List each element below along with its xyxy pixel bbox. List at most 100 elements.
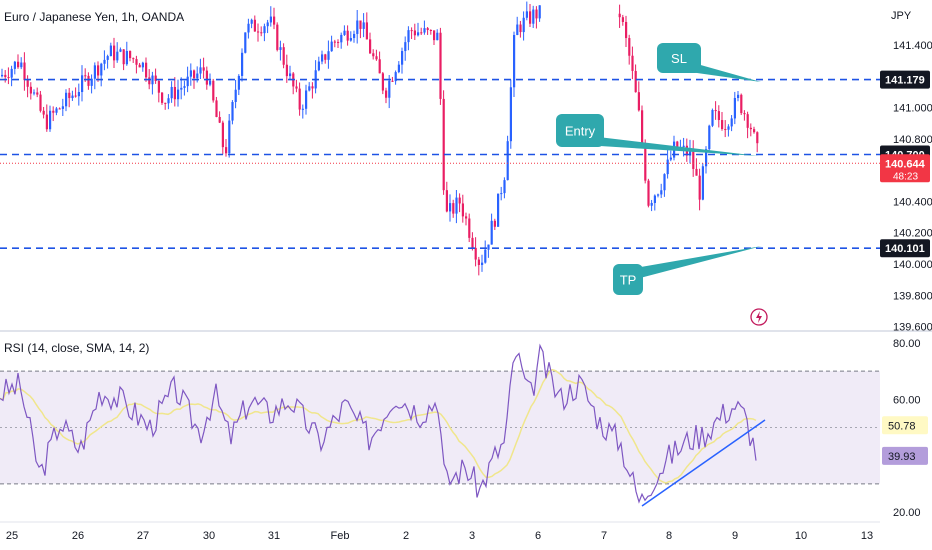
candle-body bbox=[26, 80, 29, 87]
sl-callout-box[interactable] bbox=[657, 43, 701, 73]
candle-body bbox=[452, 203, 455, 214]
candle-body bbox=[484, 249, 487, 263]
price-pane[interactable]: SL Entry TP Euro / Japanese Yen, 1h, OANDA bbox=[0, 0, 880, 330]
candle-body bbox=[369, 39, 372, 54]
candle-body bbox=[263, 26, 266, 34]
candle-body bbox=[458, 197, 461, 204]
candle-body bbox=[487, 244, 490, 250]
candle-body bbox=[708, 125, 711, 150]
candle-body bbox=[698, 175, 701, 200]
candle-body bbox=[308, 86, 311, 91]
candle-body bbox=[266, 22, 269, 27]
candle-body bbox=[538, 5, 541, 19]
candle-body bbox=[625, 21, 628, 39]
candle-body bbox=[324, 54, 327, 60]
sl-level-badge bbox=[880, 70, 930, 89]
candle-body bbox=[289, 73, 292, 77]
candle-body bbox=[705, 149, 708, 167]
candle-body bbox=[90, 78, 93, 86]
entry-callout-pointer bbox=[590, 136, 759, 156]
candle-body bbox=[145, 62, 148, 78]
candle-body bbox=[173, 86, 176, 100]
rsi-ma-value: 50.78 bbox=[888, 420, 916, 432]
price-axis[interactable]: JPY 141.400141.000140.400140.200140.0001… bbox=[880, 0, 932, 334]
lightning-alert-icon[interactable] bbox=[750, 308, 768, 326]
candle-body bbox=[497, 193, 500, 227]
candle-body bbox=[13, 61, 16, 69]
candle-body bbox=[196, 73, 199, 79]
candle-body bbox=[103, 59, 106, 64]
sl-callout-pointer bbox=[690, 62, 761, 82]
candle-body bbox=[234, 89, 237, 102]
candle-body bbox=[737, 94, 740, 98]
price-tick-label: 139.600 bbox=[893, 322, 932, 334]
candle-body bbox=[167, 98, 170, 104]
candle-body bbox=[58, 108, 61, 110]
candle-body bbox=[209, 80, 212, 85]
candle-body bbox=[74, 95, 77, 97]
candle-body bbox=[724, 129, 727, 131]
candle-body bbox=[49, 110, 52, 130]
candle-body bbox=[426, 28, 429, 30]
tp-callout-box[interactable] bbox=[613, 264, 643, 295]
candle-body bbox=[129, 50, 132, 59]
candle-body bbox=[36, 92, 39, 95]
candle-body bbox=[666, 159, 669, 175]
candle-body bbox=[474, 247, 477, 260]
candle-body bbox=[701, 166, 704, 200]
candle-body bbox=[4, 74, 7, 78]
candle-body bbox=[113, 45, 116, 61]
candle-body bbox=[148, 77, 151, 85]
candle-body bbox=[388, 80, 391, 98]
candle-body bbox=[753, 129, 756, 133]
candle-body bbox=[634, 70, 637, 93]
candle-body bbox=[727, 126, 730, 130]
candle-body bbox=[132, 58, 135, 60]
candle-body bbox=[714, 110, 717, 112]
price-ticks: 141.400 141.000 140.400 140.200 140.000 139.8… bbox=[893, 40, 932, 334]
entry-callout-box[interactable] bbox=[556, 114, 604, 147]
rsi-trendline[interactable] bbox=[641, 419, 766, 507]
rsi-line bbox=[0, 343, 757, 504]
candle-body bbox=[138, 64, 141, 68]
time-label: 30 bbox=[203, 530, 215, 542]
candle-body bbox=[621, 17, 624, 22]
last-price-label: 140.644 bbox=[885, 158, 926, 170]
candle-body bbox=[276, 24, 279, 50]
rsi-pane[interactable]: RSI (14, close, SMA, 14, 2) bbox=[0, 341, 880, 507]
candle-body bbox=[317, 61, 320, 71]
candle-body bbox=[122, 49, 125, 65]
candle-body bbox=[423, 28, 426, 33]
candle-body bbox=[244, 32, 247, 53]
candle-body bbox=[17, 61, 20, 68]
symbol-title: Euro / Japanese Yen, 1h, OANDA bbox=[4, 10, 184, 24]
candle-body bbox=[301, 108, 304, 110]
candle-body bbox=[385, 90, 388, 98]
candle-body bbox=[628, 38, 631, 56]
candle-body bbox=[65, 92, 68, 107]
candle-body bbox=[71, 95, 74, 99]
candle-body bbox=[359, 20, 362, 29]
rsi-axis[interactable]: 80.00 60.00 20.00 50.78 39.93 bbox=[880, 332, 932, 522]
candle-body bbox=[125, 50, 128, 65]
candle-body bbox=[442, 98, 445, 191]
candle-body bbox=[365, 22, 368, 40]
last-price-badge bbox=[880, 154, 930, 183]
candle-body bbox=[186, 76, 189, 87]
candle-body bbox=[378, 59, 381, 74]
candle-body bbox=[746, 114, 749, 128]
candle-body bbox=[29, 86, 32, 94]
candle-body bbox=[676, 141, 679, 149]
candle-body bbox=[682, 145, 685, 147]
candle-body bbox=[436, 32, 439, 41]
candle-body bbox=[477, 259, 480, 265]
candle-body bbox=[180, 87, 183, 90]
candle-body bbox=[509, 87, 512, 142]
candle-body bbox=[692, 149, 695, 169]
time-axis[interactable]: 25 26 27 30 31 Feb 2 3 6 7 8 9 10 13 bbox=[0, 521, 932, 550]
rsi-value: 39.93 bbox=[888, 451, 916, 463]
candle-body bbox=[269, 16, 272, 23]
candle-body bbox=[660, 190, 663, 195]
